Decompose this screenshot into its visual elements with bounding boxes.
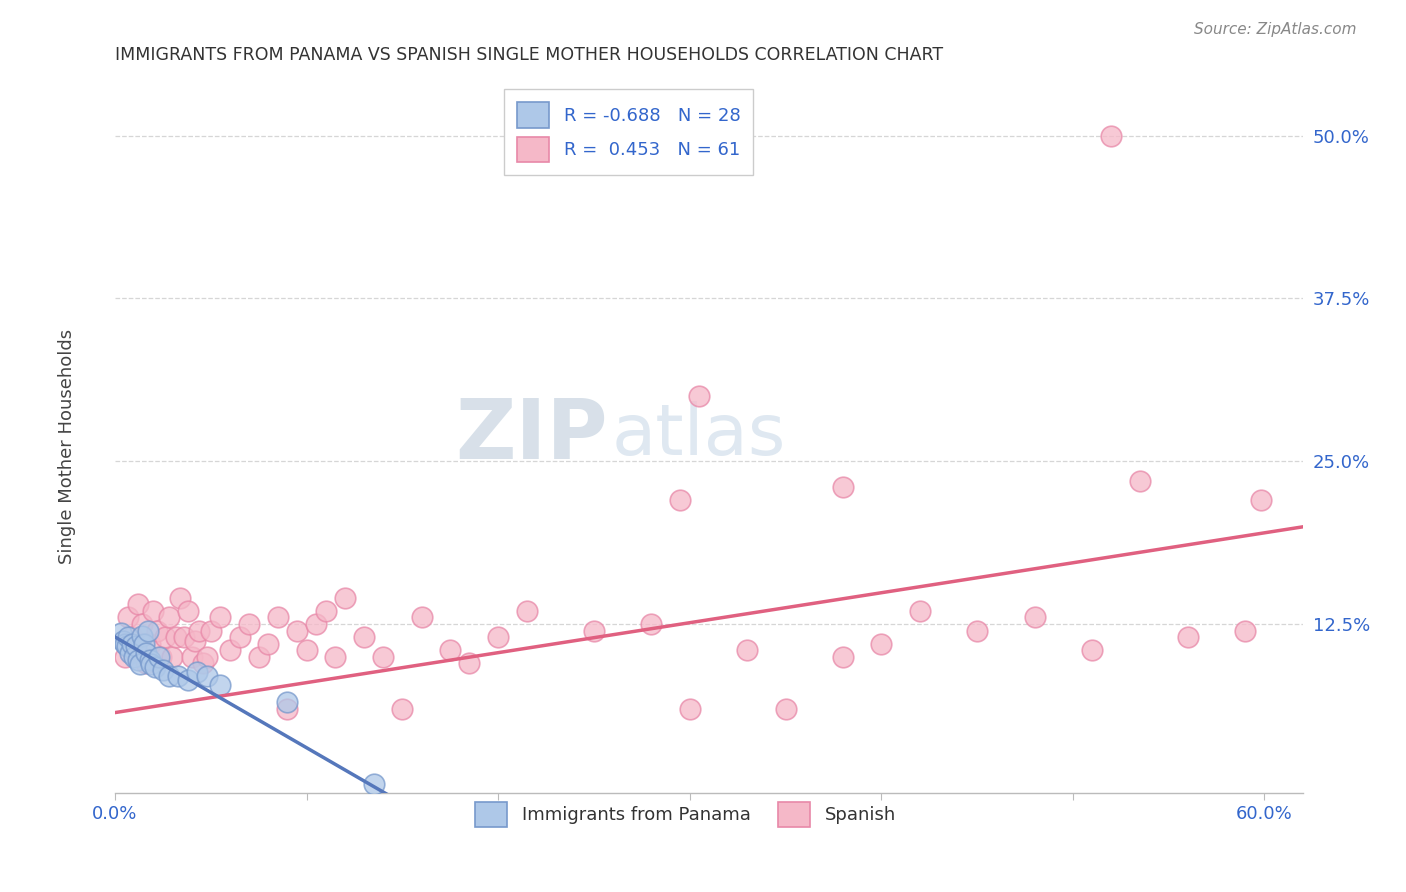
Text: Source: ZipAtlas.com: Source: ZipAtlas.com: [1194, 22, 1357, 37]
Point: [228, 630, 250, 644]
Point: [127, 598, 149, 612]
Point: [138, 653, 160, 667]
Point: [333, 591, 356, 605]
Point: [276, 701, 298, 715]
Point: [439, 643, 461, 657]
Point: [117, 630, 139, 644]
Point: [276, 695, 298, 709]
Point: [458, 656, 481, 670]
Point: [129, 657, 152, 672]
Point: [162, 649, 184, 664]
Point: [195, 649, 218, 664]
Point: [257, 636, 280, 650]
Point: [142, 604, 165, 618]
Point: [1250, 493, 1272, 508]
Point: [138, 636, 160, 650]
Point: [832, 649, 855, 664]
Point: [131, 617, 153, 632]
Point: [132, 636, 155, 650]
Point: [148, 649, 170, 664]
Point: [146, 624, 169, 638]
Point: [135, 646, 157, 660]
Point: [125, 639, 148, 653]
Point: [305, 617, 328, 632]
Point: [121, 630, 143, 644]
Point: [177, 604, 200, 618]
Point: [153, 630, 176, 644]
Point: [191, 656, 214, 670]
Point: [157, 610, 180, 624]
Point: [167, 669, 190, 683]
Point: [219, 643, 242, 657]
Text: IMMIGRANTS FROM PANAMA VS SPANISH SINGLE MOTHER HOUSEHOLDS CORRELATION CHART: IMMIGRANTS FROM PANAMA VS SPANISH SINGLE…: [115, 46, 943, 64]
Point: [143, 660, 166, 674]
Point: [1177, 630, 1199, 644]
Point: [1234, 624, 1257, 638]
Point: [157, 669, 180, 683]
Point: [669, 493, 692, 508]
Point: [373, 649, 395, 664]
Point: [832, 480, 855, 494]
Point: [209, 610, 232, 624]
Point: [127, 653, 149, 667]
Point: [169, 591, 191, 605]
Text: ZIP: ZIP: [456, 394, 607, 475]
Point: [111, 634, 134, 648]
Point: [200, 624, 222, 638]
Point: [120, 646, 142, 660]
Point: [870, 636, 893, 650]
Point: [173, 630, 195, 644]
Point: [1081, 643, 1104, 657]
Point: [186, 665, 208, 680]
Legend: Immigrants from Panama, Spanish: Immigrants from Panama, Spanish: [467, 795, 903, 835]
Point: [110, 626, 132, 640]
Point: [295, 643, 318, 657]
Point: [775, 701, 797, 715]
Point: [247, 649, 270, 664]
Point: [165, 630, 187, 644]
Point: [315, 604, 337, 618]
Point: [679, 701, 702, 715]
Point: [115, 639, 138, 653]
Point: [486, 630, 509, 644]
Point: [114, 636, 136, 650]
Point: [122, 649, 145, 664]
Point: [411, 610, 433, 624]
Point: [325, 649, 347, 664]
Point: [209, 678, 232, 692]
Point: [121, 636, 143, 650]
Point: [353, 630, 375, 644]
Point: [640, 617, 662, 632]
Point: [363, 777, 385, 791]
Point: [188, 624, 211, 638]
Point: [195, 669, 218, 683]
Point: [131, 629, 153, 643]
Point: [582, 624, 605, 638]
Point: [735, 643, 758, 657]
Point: [141, 657, 163, 672]
Point: [391, 701, 413, 715]
Point: [285, 624, 308, 638]
Point: [135, 656, 157, 670]
Point: [1129, 474, 1152, 488]
Text: Single Mother Households: Single Mother Households: [59, 328, 76, 564]
Point: [114, 649, 136, 664]
Point: [184, 634, 207, 648]
Point: [966, 624, 988, 638]
Point: [908, 604, 931, 618]
Point: [180, 649, 202, 664]
Point: [1024, 610, 1046, 624]
Point: [267, 610, 290, 624]
Point: [117, 610, 139, 624]
Point: [1099, 128, 1122, 143]
Point: [150, 649, 173, 664]
Point: [122, 643, 145, 657]
Point: [177, 673, 200, 687]
Point: [152, 663, 174, 677]
Point: [238, 617, 260, 632]
Point: [516, 604, 538, 618]
Point: [688, 389, 710, 403]
Point: [136, 624, 159, 638]
Text: atlas: atlas: [612, 401, 786, 469]
